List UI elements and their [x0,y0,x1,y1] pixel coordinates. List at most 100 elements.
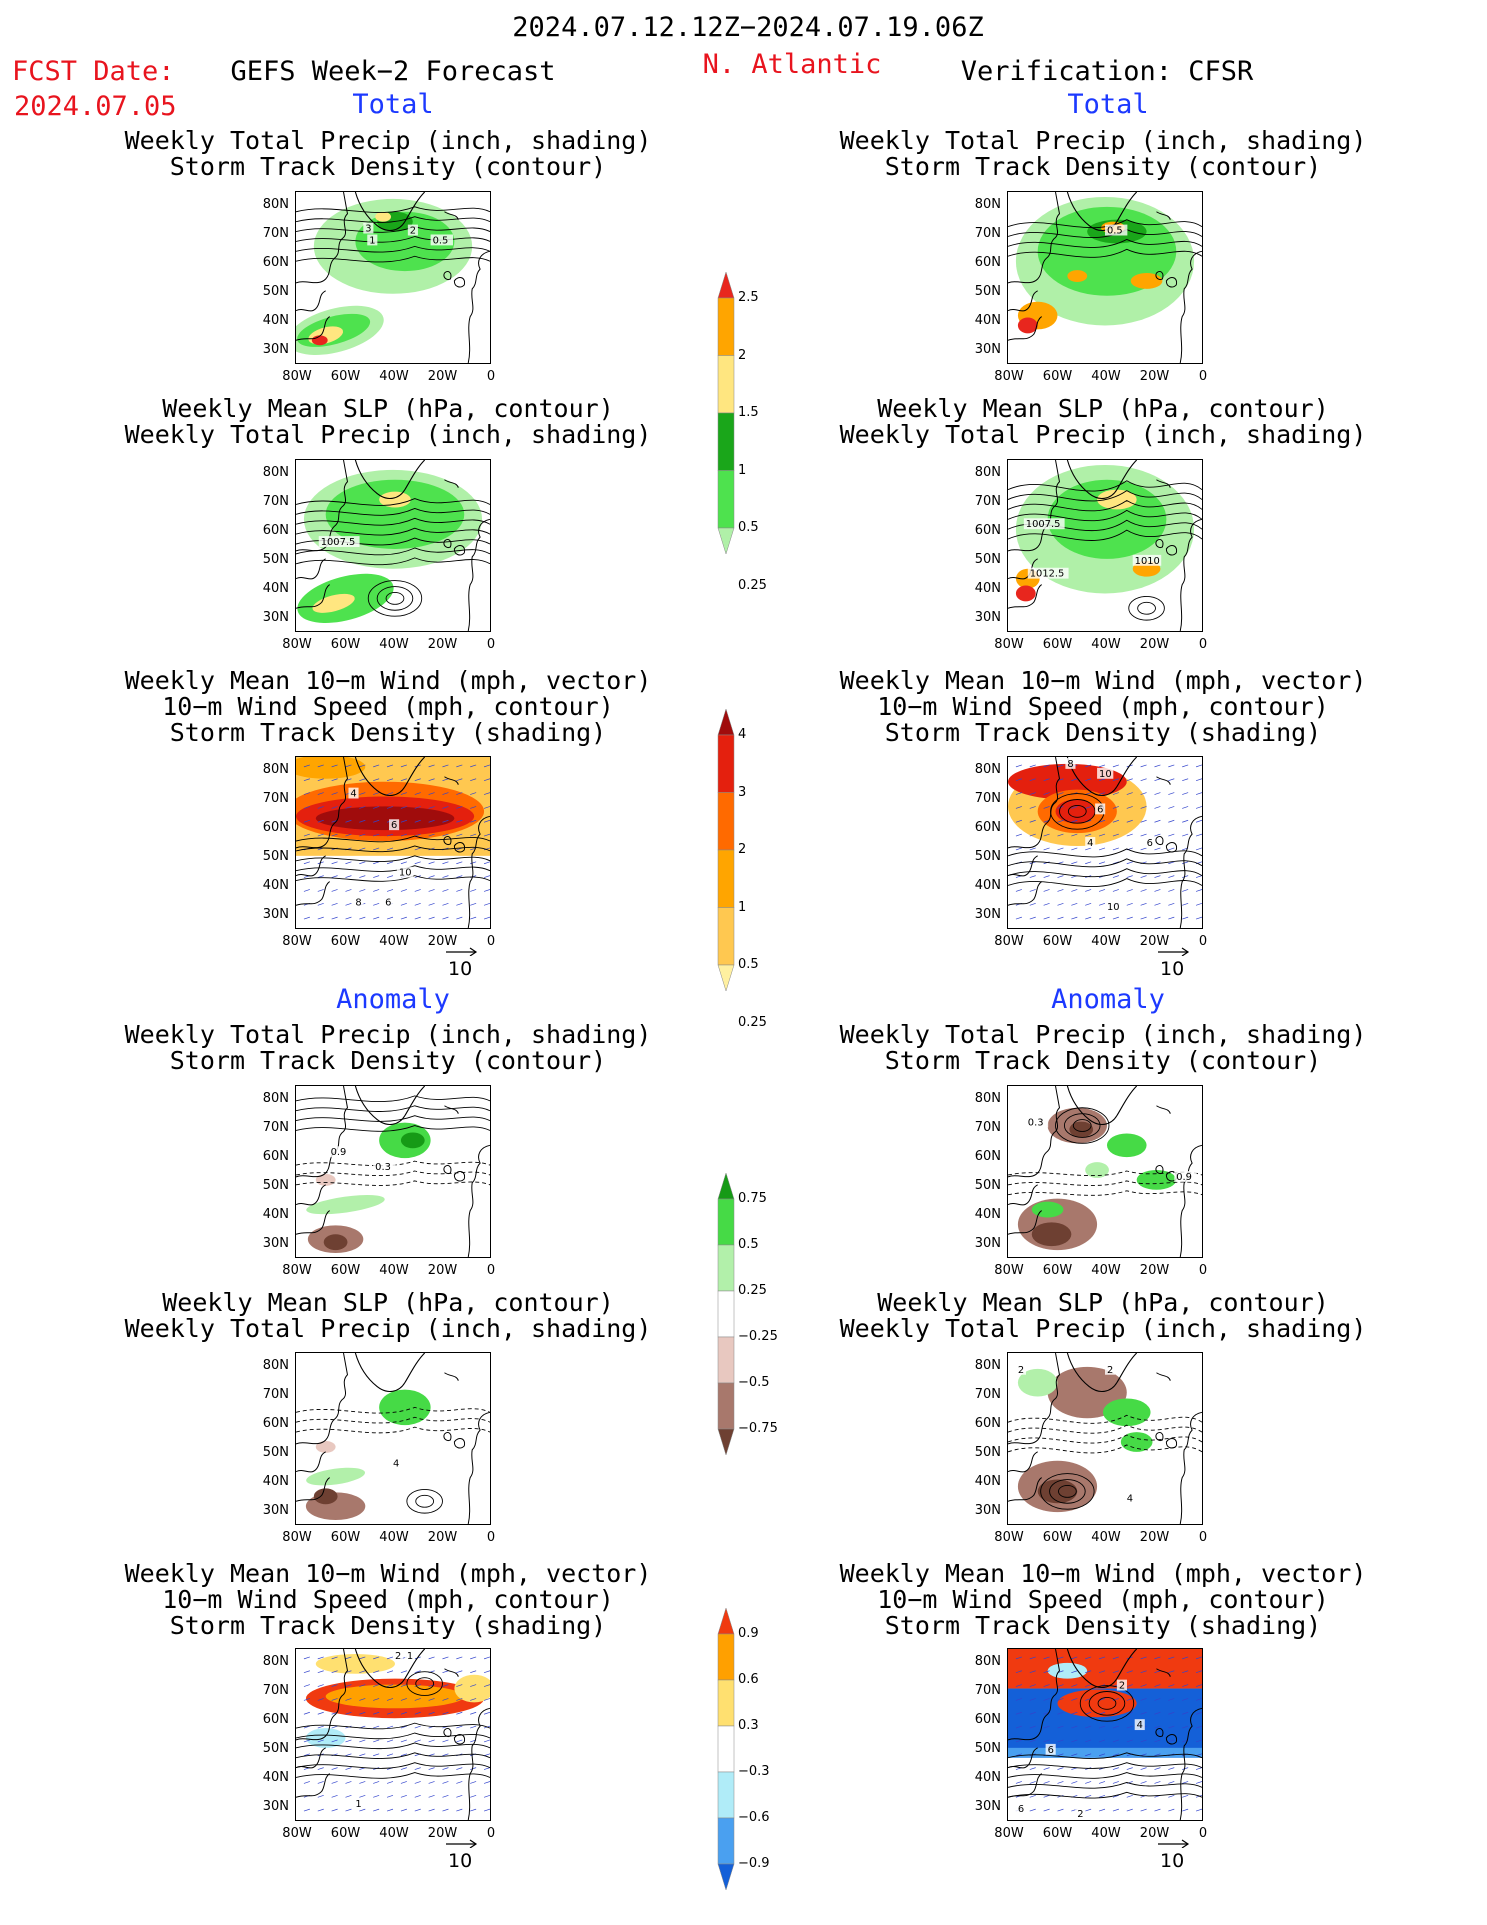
svg-text:10: 10 [1099,769,1112,780]
lon-tick-label: 20W [1139,1826,1170,1841]
colorbar-track_anom-label: 0.9 [738,1626,759,1641]
lat-tick-label: 60N [262,820,289,835]
fcst-date-label: FCST Date: [12,56,175,87]
lon-tick-label: 40W [1091,1530,1121,1545]
lat-tick-label: 30N [262,610,289,625]
contour-label: 2 [1015,1363,1027,1376]
lon-tick-label: 80W [994,1530,1024,1545]
panel-title-line-2-0-0: Weekly Mean 10−m Wind (mph, vector) [124,666,652,695]
lon-tick-label: 80W [282,1530,312,1545]
lon-tick-label: 0 [1198,934,1208,949]
colorbar-precip_anom [717,1172,735,1456]
lon-tick-label: 0 [1198,1826,1208,1841]
lat-tick-label: 50N [262,284,289,299]
lon-tick-label: 80W [994,1263,1024,1278]
map-svg: 8 10 6 4 6 10 [1008,757,1202,928]
lon-tick-label: 40W [1091,637,1121,652]
lon-tick-label: 60W [1042,637,1073,652]
vector-reference: 10 [446,947,478,980]
map-svg: 4 [296,1353,490,1524]
panel-title-line-1-1-0: Weekly Mean SLP (hPa, contour) [877,394,1329,423]
lat-tick-label: 80N [262,465,289,480]
lon-tick-label: 0 [486,1263,496,1278]
lon-tick-label: 80W [282,934,312,949]
lat-tick-label: 40N [262,313,289,328]
lat-tick-label: 70N [262,494,289,509]
lon-tick-label: 20W [1139,934,1170,949]
contour-label: 0.5 [430,234,453,246]
panel-title-line-2-1-1: 10−m Wind Speed (mph, contour) [877,692,1329,721]
contour-label: 2 [1116,1679,1127,1692]
colorbar-track-label: 0.25 [738,1014,767,1030]
svg-text:1007.5: 1007.5 [1026,519,1061,530]
lat-tick-label: 60N [974,255,1001,270]
svg-text:2: 2 [1077,1809,1083,1820]
lat-tick-label: 80N [262,1358,289,1373]
svg-text:4: 4 [1127,1493,1133,1504]
lat-tick-label: 80N [974,762,1001,777]
colorbar-track_anom [717,1607,735,1891]
lon-tick-label: 0 [1198,1263,1208,1278]
lat-tick-label: 60N [262,1416,289,1431]
colorbar-track-label: 1 [738,899,747,915]
panel-title-line-5-0-1: 10−m Wind Speed (mph, contour) [162,1585,614,1614]
contour-label: 8 [353,896,364,908]
panel-title-line-5-1-1: 10−m Wind Speed (mph, contour) [877,1585,1329,1614]
panel-title-line-3-1-1: Storm Track Density (contour) [884,1046,1322,1075]
map-svg: 3 2 1 0.5 [296,192,490,363]
lat-tick-label: 80N [974,1358,1001,1373]
lat-tick-label: 40N [262,1474,289,1489]
svg-text:0.9: 0.9 [1176,1172,1192,1183]
contour-label: 6 [1144,837,1155,849]
lat-tick-label: 70N [262,1683,289,1698]
lat-tick-label: 80N [262,197,289,212]
lon-tick-label: 60W [330,1530,361,1545]
lat-tick-label: 30N [974,1503,1001,1518]
contour-label: 1010 [1132,554,1162,567]
contour-label: 10 [396,866,414,879]
map-svg: 2 11 [296,1649,490,1820]
contour-label: 6 [389,819,400,831]
contour-label: 3 [363,222,374,235]
colorbar-track [717,708,735,992]
lon-tick-label: 20W [1139,637,1170,652]
verification-title: Verification: CFSR [960,56,1254,87]
section-anomaly-left: Anomaly [336,984,450,1015]
map-svg: 2 4 6 2 6 [1008,1649,1202,1820]
lat-tick-label: 70N [974,791,1001,806]
lon-tick-label: 60W [1042,1826,1073,1841]
panel-title-line-5-1-0: Weekly Mean 10−m Wind (mph, vector) [839,1559,1367,1588]
lon-tick-label: 40W [1091,369,1121,384]
contour-label: 4 [391,1457,402,1470]
lat-tick-label: 40N [262,1770,289,1785]
lon-tick-label: 20W [1139,1263,1170,1278]
lat-tick-label: 70N [974,226,1001,241]
contour-label: 0.9 [1174,1171,1197,1183]
map-obs-anom-precip: 0.3 0.9 [1007,1085,1203,1258]
svg-text:2: 2 [1107,1365,1113,1376]
colorbar-precip-label: 1.5 [738,405,759,420]
svg-text:8: 8 [355,897,361,908]
map-obs-anom-slp: 2 2 4 [1007,1352,1203,1525]
lat-tick-label: 40N [974,1474,1001,1489]
lon-tick-label: 60W [1042,1530,1073,1545]
svg-text:0.5: 0.5 [1107,226,1123,237]
colorbar-track-label: 2 [738,842,747,857]
colorbar-precip_anom-label: −0.75 [738,1421,778,1436]
lon-tick-label: 20W [427,934,458,949]
colorbar-precip-label: 1 [738,462,747,478]
svg-text:6: 6 [1147,838,1153,849]
lon-tick-label: 80W [994,637,1024,652]
vector-reference: 10 [446,1839,478,1872]
lat-tick-label: 80N [262,1654,289,1669]
lat-tick-label: 60N [262,1712,289,1727]
lat-tick-label: 30N [262,1236,289,1251]
contour-label: 4 [1124,1492,1135,1504]
colorbar-precip_anom-label: 0.5 [738,1237,759,1252]
svg-text:1: 1 [355,1799,361,1810]
contour-label: 2 [1075,1808,1086,1820]
svg-text:6: 6 [385,897,391,908]
contour-label: 6 [1015,1803,1027,1815]
lon-tick-label: 60W [1042,934,1073,949]
